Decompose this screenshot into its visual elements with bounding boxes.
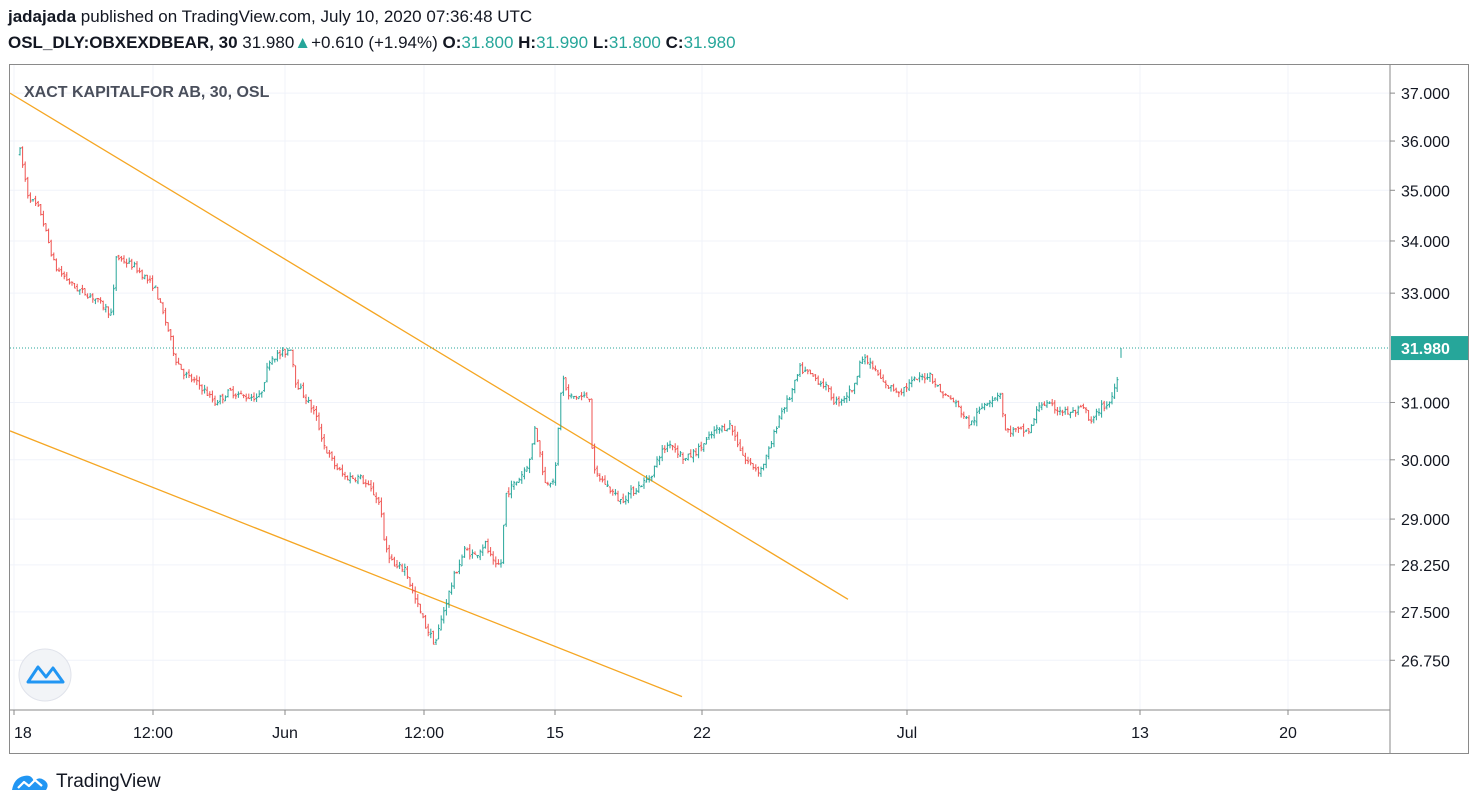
trendline [10,430,683,698]
x-tick-label: Jul [897,725,917,742]
trendline [10,92,849,600]
x-tick-label: 18 [14,725,32,742]
close-label: C: [665,33,684,52]
tradingview-logo-icon[interactable] [10,770,50,794]
chart-frame: 37.000 36.000 35.000 34.000 33.000 31.000 30.0… [9,64,1469,754]
footer-brand[interactable]: TradingView [56,771,161,792]
tradingview-watermark-icon [18,648,72,702]
high-label: H: [518,33,537,52]
y-tick-label: 33.000 [1401,286,1450,303]
y-tick-label: 28.250 [1401,558,1450,575]
x-axis-ticks: 18 12:00 Jun 12:00 15 22 Jul 13 20 [13,710,1297,742]
open-label: O: [442,33,462,52]
trendlines [10,92,849,698]
symbol-label: OSL_DLY:OBXEXDBEAR, 30 [8,33,238,52]
up-arrow-icon: ▲ [294,33,312,52]
y-tick-label: 37.000 [1401,86,1450,103]
footer: TradingView [10,768,161,796]
publish-info: jadajada published on TradingView.com, J… [8,7,532,27]
last-price-value: 31.980 [1401,341,1450,358]
author-name[interactable]: jadajada [8,7,77,26]
y-axis-ticks: 37.000 36.000 35.000 34.000 33.000 31.000 30.0… [1390,86,1450,670]
chart-title: XACT KAPITALFOR AB, 30, OSL [24,84,270,101]
x-tick-label: 20 [1279,725,1297,742]
close-value: 31.980 [683,33,736,52]
y-tick-label: 29.000 [1401,512,1450,529]
y-tick-label: 35.000 [1401,183,1450,200]
x-tick-label: 12:00 [404,725,444,742]
open-value: 31.800 [461,33,514,52]
ohlc-summary: OSL_DLY:OBXEXDBEAR, 30 31.980▲+0.610 (+1… [8,33,736,53]
y-tick-label: 31.000 [1401,395,1450,412]
y-tick-label: 30.000 [1401,453,1450,470]
last-price: 31.980 [242,33,295,52]
y-tick-label: 36.000 [1401,134,1450,151]
price-chart[interactable]: 37.000 36.000 35.000 34.000 33.000 31.000 30.0… [10,65,1468,753]
publish-text: published on TradingView.com, July 10, 2… [80,7,533,26]
x-tick-label: 15 [546,725,564,742]
high-value: 31.990 [536,33,589,52]
low-value: 31.800 [608,33,661,52]
candles [18,146,1122,646]
chart-grid [10,65,1390,710]
x-tick-label: 22 [693,725,711,742]
y-tick-label: 34.000 [1401,234,1450,251]
price-change: +0.610 (+1.94%) [311,33,438,52]
low-label: L: [592,33,609,52]
y-tick-label: 27.500 [1401,605,1450,622]
x-tick-label: Jun [272,725,298,742]
x-tick-label: 12:00 [133,725,173,742]
y-tick-label: 26.750 [1401,653,1450,670]
last-price-label: 31.980 [1391,336,1468,361]
x-tick-label: 13 [1131,725,1149,742]
